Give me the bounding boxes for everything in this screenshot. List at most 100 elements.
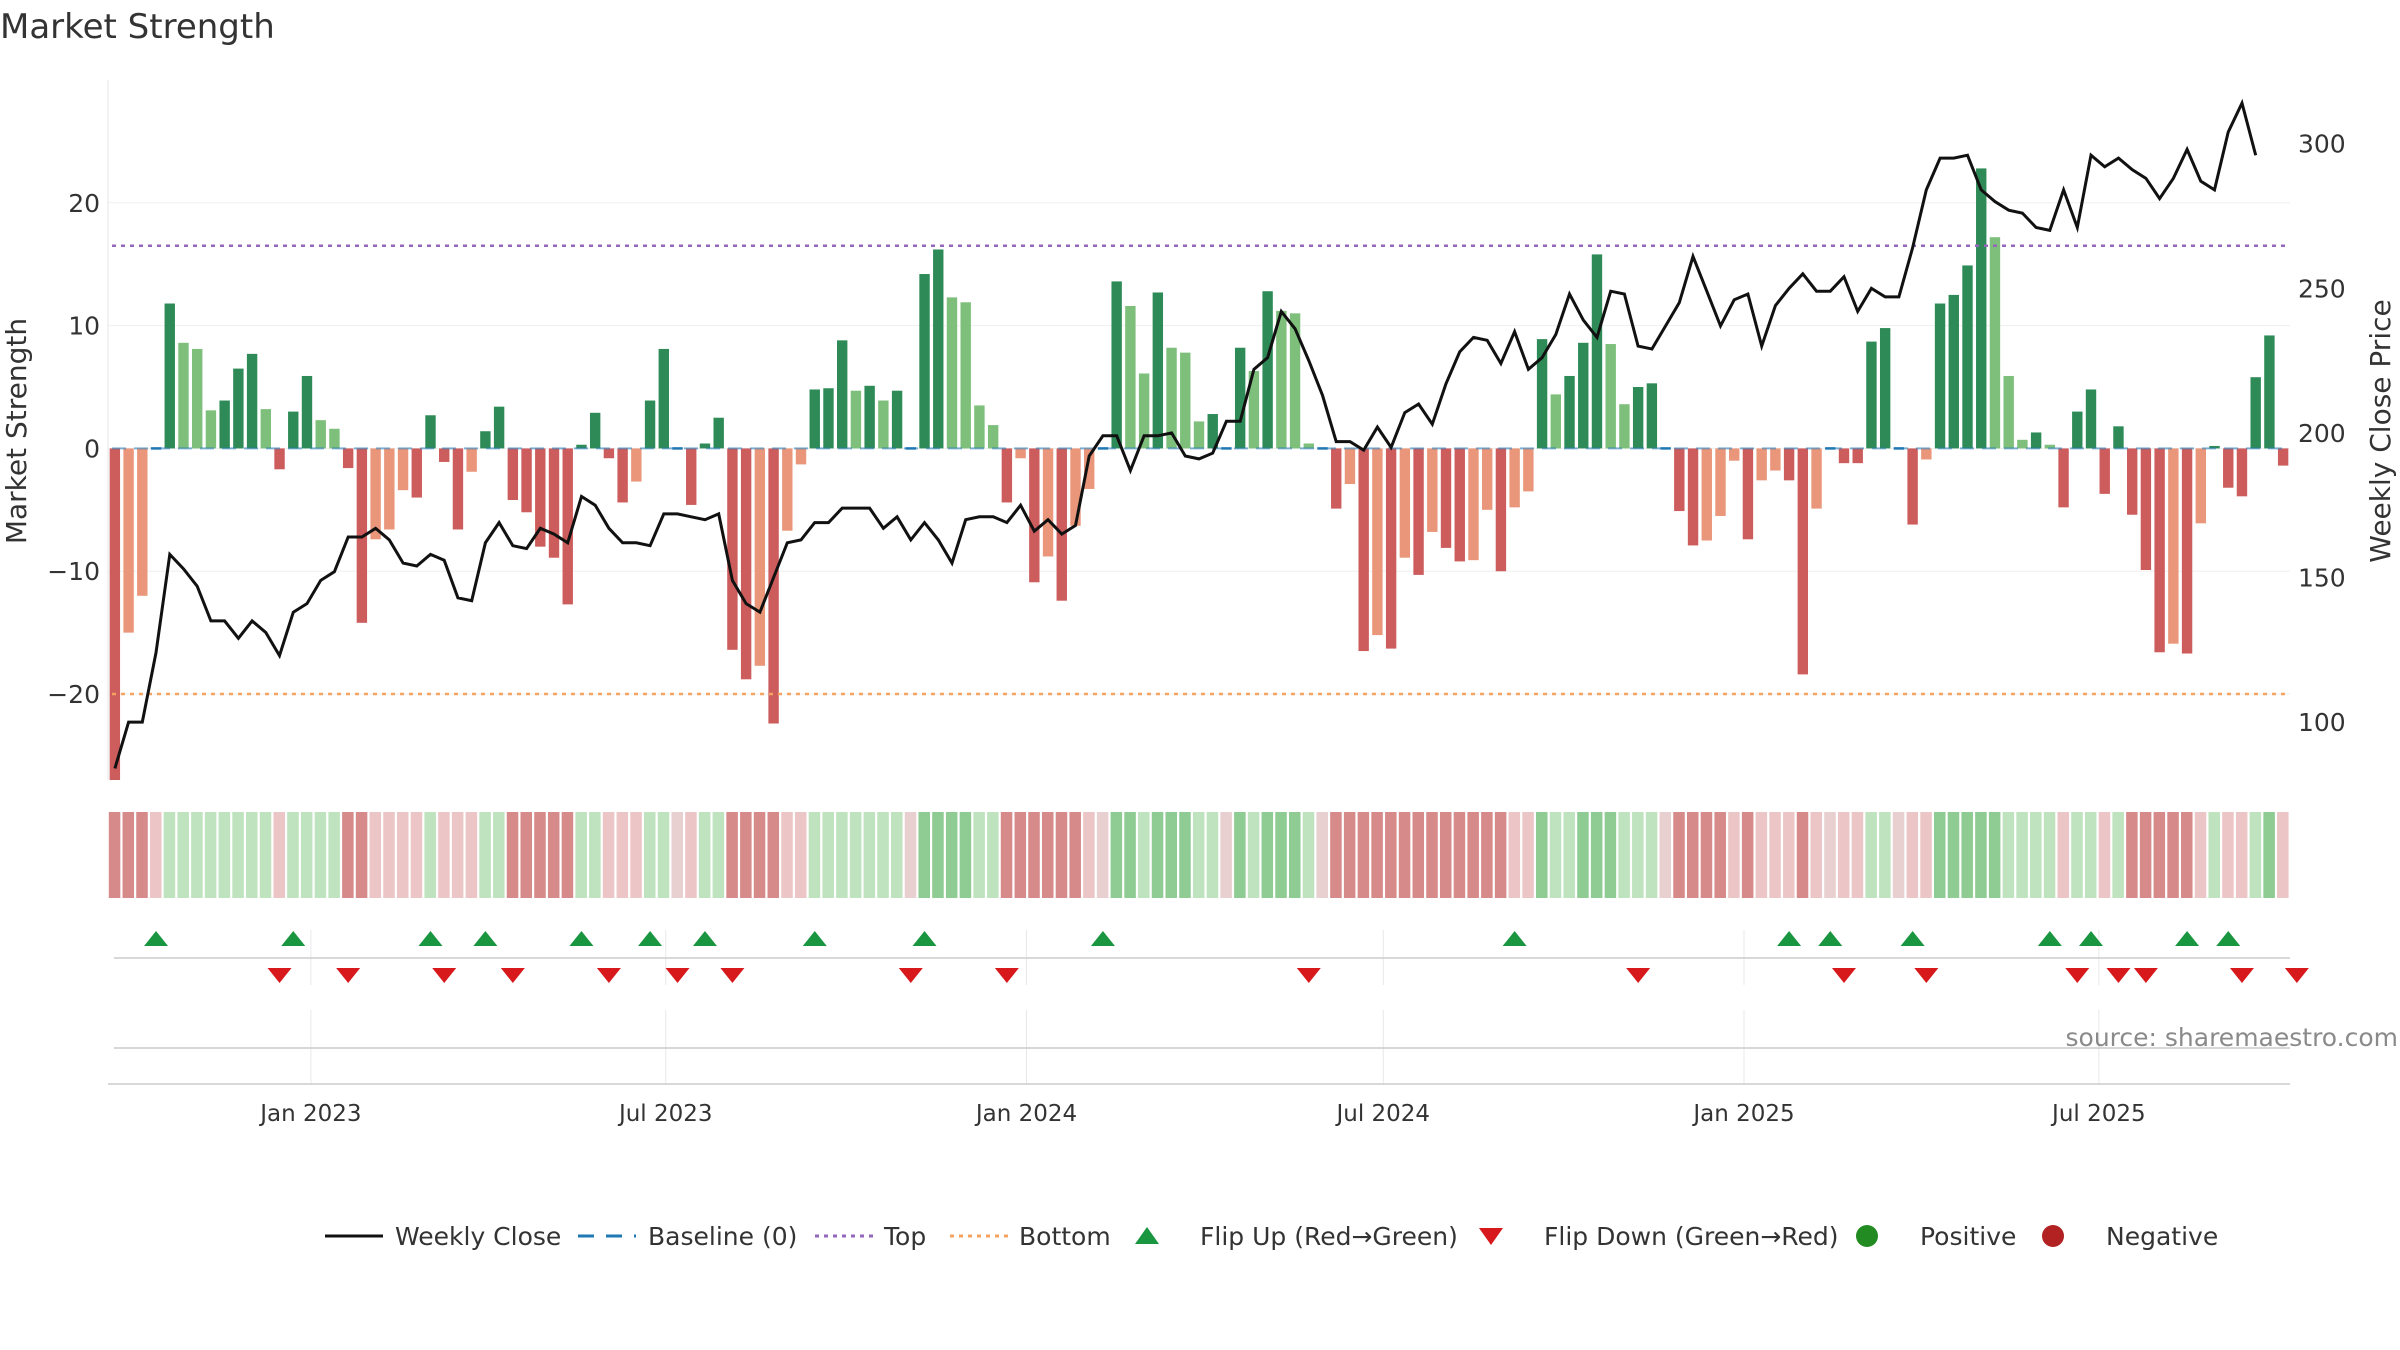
regime-cell bbox=[1110, 812, 1123, 898]
regime-cell bbox=[1892, 812, 1905, 898]
regime-cell bbox=[2249, 812, 2262, 898]
strength-bar bbox=[548, 448, 560, 558]
regime-cell bbox=[493, 812, 505, 898]
regime-cell bbox=[1138, 812, 1150, 898]
regime-cell bbox=[273, 812, 286, 898]
regime-cell bbox=[1014, 812, 1027, 898]
strength-bar bbox=[1234, 347, 1246, 449]
flip-down-marker bbox=[720, 968, 745, 983]
flip-up-marker bbox=[144, 931, 169, 946]
strength-bar bbox=[1372, 448, 1383, 636]
strength-bar bbox=[1852, 448, 1863, 464]
strength-bar bbox=[974, 405, 985, 449]
regime-cell bbox=[973, 812, 985, 898]
regime-cell bbox=[355, 812, 368, 898]
regime-cell bbox=[410, 812, 423, 898]
regime-cell bbox=[1357, 812, 1370, 898]
strength-bar bbox=[315, 420, 326, 449]
regime-cell bbox=[987, 812, 999, 898]
strength-bar bbox=[2003, 375, 2014, 449]
regime-cell bbox=[383, 812, 395, 898]
regime-cell bbox=[1851, 812, 1864, 898]
regime-cell bbox=[1536, 812, 1548, 898]
reference-lines bbox=[112, 244, 2286, 696]
regime-cell bbox=[1961, 812, 1973, 898]
regime-cell bbox=[1289, 812, 1301, 898]
strength-bar bbox=[631, 448, 642, 482]
regime-cell bbox=[1179, 812, 1191, 898]
regime-cell bbox=[1522, 812, 1534, 898]
strength-bar bbox=[1578, 342, 1589, 449]
flip-up-marker bbox=[281, 931, 306, 946]
strength-bar bbox=[1440, 448, 1452, 548]
legend-label: Baseline (0) bbox=[648, 1222, 797, 1251]
regime-cell bbox=[1124, 812, 1136, 898]
strength-bar bbox=[493, 406, 505, 449]
x-tick-label: Jul 2023 bbox=[617, 1101, 713, 1127]
flip-down-marker bbox=[1914, 968, 1939, 983]
regime-cell bbox=[479, 812, 491, 898]
regime-cell bbox=[781, 812, 793, 898]
strength-bar bbox=[1564, 375, 1575, 449]
regime-cell bbox=[1824, 812, 1836, 898]
regime-cell bbox=[904, 812, 917, 898]
legend-item: Weekly Close bbox=[325, 1222, 561, 1251]
strength-bar bbox=[1276, 310, 1287, 449]
flip-up-marker bbox=[2216, 931, 2241, 946]
strength-bar bbox=[1962, 265, 1973, 449]
regime-cell bbox=[1700, 812, 1713, 898]
legend-item: Flip Up (Red→Green) bbox=[1135, 1222, 1458, 1251]
regime-cell bbox=[1741, 812, 1754, 898]
regime-cell bbox=[1577, 812, 1589, 898]
strength-bar bbox=[480, 431, 491, 449]
regime-cell bbox=[836, 812, 848, 898]
strength-bar bbox=[2085, 389, 2097, 449]
regime-cell bbox=[1508, 812, 1521, 898]
regime-cell bbox=[1906, 812, 1919, 898]
flip-up-marker bbox=[2037, 931, 2062, 946]
regime-cell bbox=[1769, 812, 1781, 898]
regime-cell bbox=[1796, 812, 1809, 898]
regime-cell bbox=[2139, 812, 2152, 898]
regime-cell bbox=[1714, 812, 1726, 898]
legend-item: Positive bbox=[1856, 1222, 2016, 1251]
regime-cell bbox=[1261, 812, 1274, 898]
x-axis-ticks: Jan 2023 Jul 2023 Jan 2024 Jul 2024 Jan 2025… bbox=[258, 1101, 2145, 1127]
strength-bar bbox=[1289, 313, 1301, 449]
strength-bar bbox=[795, 448, 807, 465]
strength-bar bbox=[878, 400, 889, 449]
strength-bar bbox=[2030, 432, 2042, 449]
left-axis-ticks: −20 −10 0 10 20 bbox=[47, 189, 100, 709]
regime-cell bbox=[1604, 812, 1617, 898]
strength-bar bbox=[137, 448, 148, 596]
strength-bar bbox=[411, 448, 422, 498]
regime-cell bbox=[1302, 812, 1315, 898]
regime-cell bbox=[1783, 812, 1795, 898]
strength-bar bbox=[2181, 448, 2193, 654]
strength-bar bbox=[1934, 303, 1946, 449]
flip-up-marker bbox=[802, 931, 827, 946]
strength-bar bbox=[1152, 292, 1164, 449]
strength-bar bbox=[576, 444, 587, 449]
strength-bar bbox=[2126, 448, 2138, 515]
regime-cell bbox=[2112, 812, 2124, 898]
strength-bar bbox=[1687, 448, 1699, 546]
strength-bar bbox=[288, 411, 299, 449]
regime-cell bbox=[2181, 812, 2193, 898]
regime-cell bbox=[1947, 812, 1960, 898]
regime-cell bbox=[108, 812, 121, 898]
regime-cell bbox=[1865, 812, 1877, 898]
strength-bar bbox=[1495, 448, 1507, 572]
strength-bar bbox=[740, 448, 752, 680]
regime-cell bbox=[2002, 812, 2015, 898]
regime-cell bbox=[630, 812, 642, 898]
regime-cell bbox=[1151, 812, 1164, 898]
strength-bar bbox=[686, 448, 697, 505]
regime-cell bbox=[891, 812, 903, 898]
legend-item: Baseline (0) bbox=[578, 1222, 797, 1251]
legend-swatch-negative bbox=[2042, 1225, 2064, 1247]
regime-cell bbox=[959, 812, 972, 898]
regime-cell bbox=[698, 812, 711, 898]
regime-cell bbox=[328, 812, 340, 898]
flip-up-marker bbox=[2079, 931, 2104, 946]
